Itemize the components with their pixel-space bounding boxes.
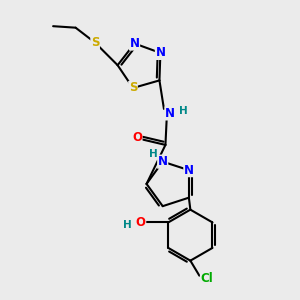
Text: H: H (179, 106, 188, 116)
Text: N: N (130, 37, 140, 50)
Text: O: O (132, 131, 142, 144)
Text: S: S (129, 82, 137, 94)
Text: N: N (184, 164, 194, 177)
Text: N: N (155, 46, 165, 59)
Text: N: N (158, 155, 168, 168)
Text: N: N (165, 107, 175, 120)
Text: S: S (91, 36, 99, 49)
Text: O: O (136, 216, 146, 229)
Text: Cl: Cl (200, 272, 213, 285)
Text: H: H (149, 149, 158, 159)
Text: H: H (123, 220, 132, 230)
